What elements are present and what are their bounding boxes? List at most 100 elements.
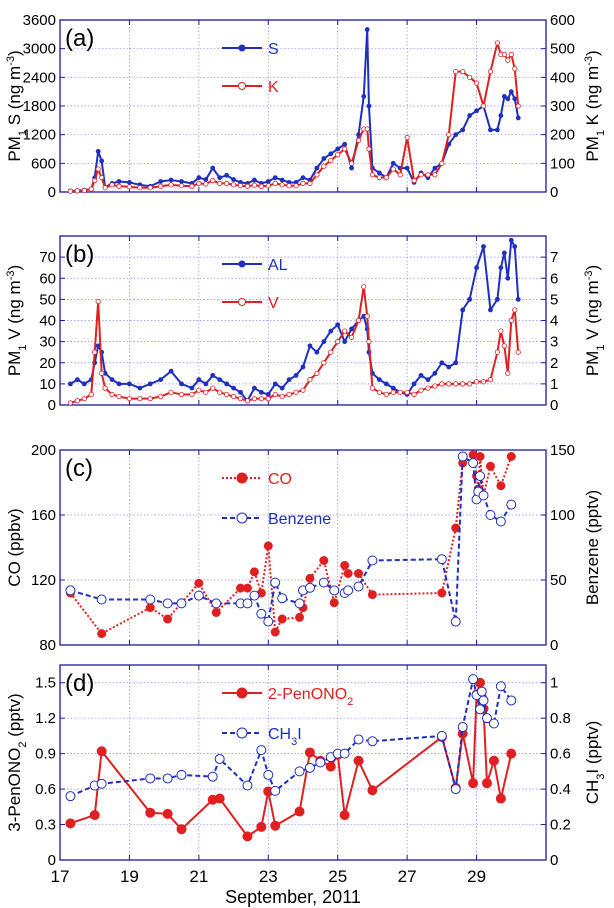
data-point [353,734,364,745]
data-point [457,451,468,462]
data-point [383,391,389,398]
data-point [158,377,164,383]
y-tick-label-left: 0 [48,397,56,414]
data-point [376,175,382,181]
panel-label: (b) [65,241,94,268]
legend-entry: AL [222,257,288,274]
data-point [189,385,195,391]
data-point [328,157,334,164]
data-point [176,598,187,609]
data-point [505,275,511,281]
data-point [515,103,521,109]
data-point [495,793,506,804]
data-point [295,612,305,622]
panel-b: 0 10 20 30 40 50 60 70 0 1 2 3 4 5 6 7 (b) PM1 V (ng m-3)… [5,235,607,414]
data-point [109,182,115,188]
y-tick-label-right: 0 [550,397,558,414]
data-point [475,704,486,715]
plot-frame [59,235,547,406]
data-point [488,718,499,729]
data-point [318,577,329,588]
data-point [196,180,202,186]
y-axis-label-right: Benzene (pptv) [583,490,602,605]
data-point [501,343,507,349]
data-point [258,183,264,189]
y-tick-label-right: 500 [550,41,575,58]
y-axis-label-left: CO (ppbv) [5,508,24,586]
data-point [244,398,251,404]
data-point [508,51,514,58]
y-tick-label-left: 1.5 [35,675,56,692]
y-tick-label-right: 7 [550,249,558,266]
data-point [210,373,216,378]
data-point [515,349,521,355]
legend-label: S [268,41,279,58]
series-line [69,453,513,635]
data-point [231,177,236,182]
data-point [501,94,507,99]
panel-label: (c) [65,455,93,482]
data-point [196,175,202,181]
data-point [390,166,396,172]
data-point [498,328,504,334]
data-point [145,773,156,784]
y-tick-label-left: 80 [39,637,56,654]
data-point [321,156,327,161]
y-tick-label-left: 3000 [23,41,56,58]
data-point [315,757,326,768]
y-tick-label-left: 120 [31,572,56,589]
data-point [256,821,267,832]
data-point [474,108,479,114]
y-tick-label-left: 0 [48,852,56,869]
data-point [89,810,100,821]
legend-entry: S [222,41,279,58]
data-point [158,179,164,184]
data-point [163,614,173,624]
y-tick-label-left: 200 [31,442,56,459]
data-point [481,713,492,724]
data-point [242,598,253,609]
data-point [279,385,285,391]
data-point [478,490,489,501]
data-point [304,747,315,758]
data-point [178,183,185,189]
data-point [480,379,487,385]
data-point [210,385,216,391]
data-point [328,328,334,334]
data-point [203,181,209,187]
y-tick-label-right: 3 [550,334,558,351]
y-tick-label-left: 30 [39,334,56,351]
data-point [270,820,281,831]
data-point [137,185,143,191]
data-point [258,389,264,395]
data-point [178,391,185,398]
y-axis-label-left: PM1 S (ng m-3) [5,50,29,161]
data-point [366,146,372,152]
y-tick-label-right: 100 [550,155,575,172]
data-point [404,389,410,395]
y-tick-label-right: 1 [550,675,558,692]
data-point [307,180,313,186]
data-point [453,69,459,75]
data-point [453,132,459,138]
data-point [95,298,101,305]
data-point [256,745,267,756]
data-point [335,152,341,158]
y-tick-label-left: 70 [39,249,56,266]
data-point [404,165,410,171]
legend-label: CO [268,471,292,488]
y-tick-label-right: 0.6 [550,746,571,763]
data-point [203,381,209,387]
data-point [314,370,320,376]
data-point [512,66,518,72]
data-point [224,381,230,387]
data-point [515,115,521,121]
data-point [102,185,108,191]
data-point [436,554,447,565]
data-point [485,461,495,471]
data-point [383,381,389,387]
legend-marker [236,727,248,739]
data-point [279,182,285,188]
data-point [369,385,376,391]
y-tick-label-right: 100 [550,507,575,524]
